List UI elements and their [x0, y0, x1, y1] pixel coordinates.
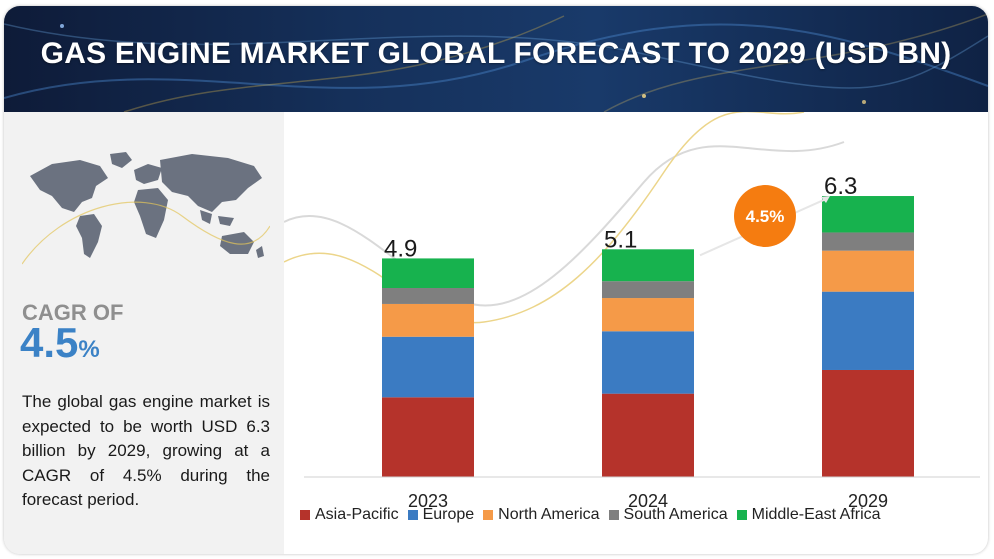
bar-segment [822, 250, 914, 292]
legend-label: Middle-East Africa [751, 506, 881, 523]
bar-segment [382, 258, 474, 289]
legend-label: Asia-Pacific [315, 506, 399, 523]
bar-segment [602, 331, 694, 394]
legend-label: North America [498, 506, 600, 523]
cagr-label: CAGR OF [22, 300, 124, 325]
bar-segment [822, 369, 914, 477]
legend-item: Asia-Pacific [300, 506, 399, 524]
legend-item: South America [608, 506, 728, 524]
bar-segment [382, 336, 474, 398]
bar-segment [382, 288, 474, 304]
page-title: GAS ENGINE MARKET GLOBAL FORECAST TO 202… [40, 37, 952, 70]
title-banner: GAS ENGINE MARKET GLOBAL FORECAST TO 202… [4, 6, 988, 112]
legend-swatch [736, 510, 747, 520]
background-swoosh [284, 112, 805, 324]
banner-light-streaks [4, 13, 988, 112]
summary-panel: CAGR OF 4.5% The global gas engine marke… [4, 112, 284, 554]
cagr-value: 4.5% [20, 322, 100, 364]
x-tick-label: 2029 [848, 491, 888, 511]
x-tick-label: 2023 [408, 491, 448, 511]
market-description: The global gas engine market is expected… [22, 392, 270, 509]
stacked-bar-chart: 2023 4.9 2024 5.1 2029 6.3 4.5% [284, 112, 980, 511]
legend-item: Middle-East Africa [736, 506, 881, 524]
total-label: 4.9 [384, 235, 417, 262]
legend-item: North America [483, 506, 600, 524]
chart-legend: Asia-Pacific Europe North America South Ame… [300, 506, 980, 524]
legend-swatch [608, 510, 619, 520]
world-map-icon [22, 152, 270, 265]
bar-segment [602, 298, 694, 332]
legend-label: Europe [422, 506, 475, 523]
x-tick-label: 2024 [628, 491, 668, 511]
legend-label: South America [623, 506, 728, 523]
total-label: 5.1 [604, 226, 637, 253]
total-label: 6.3 [824, 173, 857, 200]
bar-segment [382, 303, 474, 337]
cagr-badge-label: 4.5% [746, 207, 785, 226]
cagr-number: 4.5 [20, 319, 79, 366]
legend-swatch [407, 510, 418, 520]
bar-segment [602, 393, 694, 477]
bar-segment [822, 291, 914, 370]
bar-segment [602, 281, 694, 299]
bar-segment [382, 397, 474, 477]
cagr-badge [734, 185, 796, 247]
bar-segment [602, 249, 694, 282]
bar-segment [822, 196, 914, 233]
cagr-unit: % [78, 336, 100, 363]
bar-segment [822, 232, 914, 251]
legend-item: Europe [407, 506, 475, 524]
legend-swatch [483, 510, 494, 520]
infographic-card: GAS ENGINE MARKET GLOBAL FORECAST TO 202… [4, 6, 988, 554]
growth-arrow-head [821, 196, 830, 204]
legend-swatch [300, 510, 310, 520]
background-swoosh [284, 141, 845, 307]
